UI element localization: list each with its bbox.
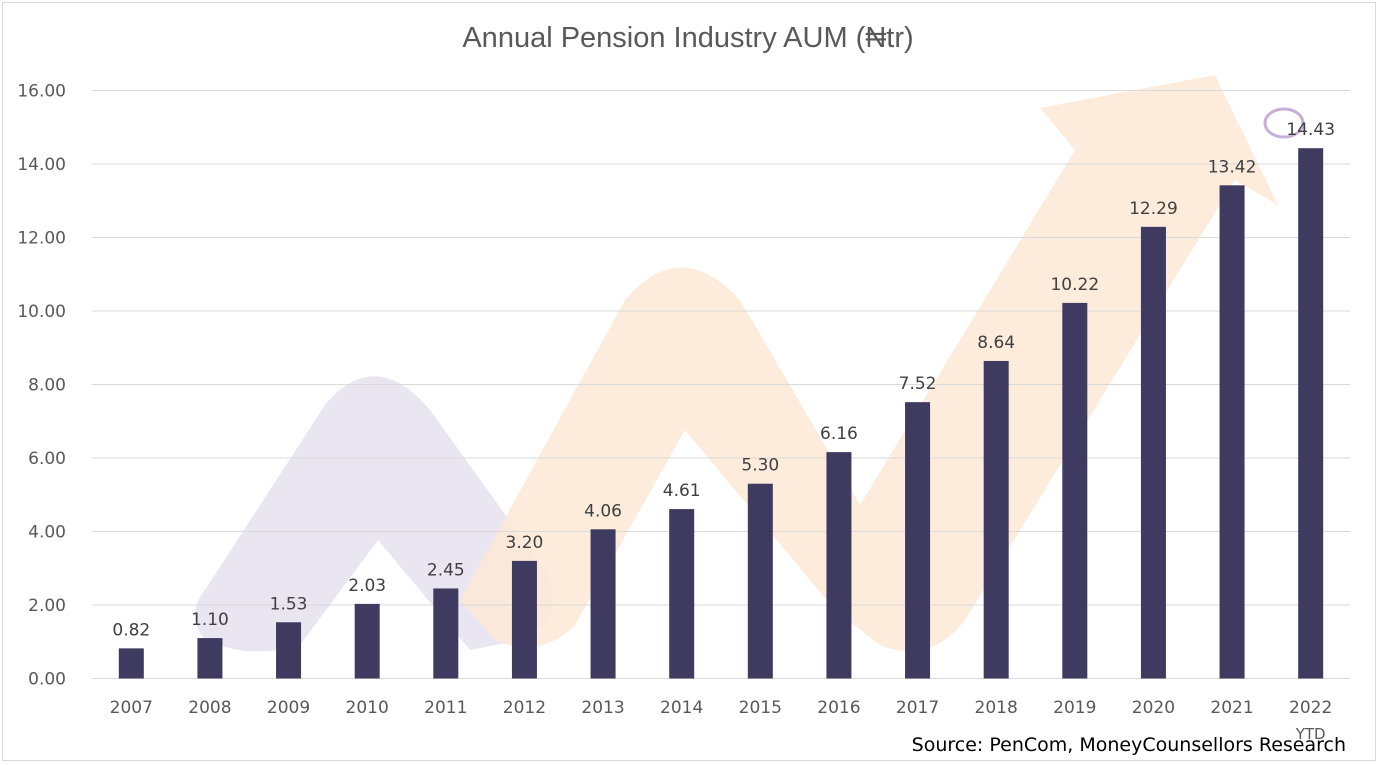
bar [1298,148,1324,679]
purple-arrow-shape [195,376,554,652]
bars [118,148,1324,679]
bar [983,360,1009,679]
data-label: 5.30 [741,456,779,476]
bar [905,402,931,679]
bar [747,483,773,679]
x-axis: 2007 2008 2009 2010 2011 2012 2013 2014 2015 2016… [110,698,1333,743]
x-tick-label: 2022 [1289,698,1332,718]
x-tick-label: 2011 [424,698,467,718]
data-label: 3.20 [506,533,544,553]
highlight-circle [1263,107,1305,139]
data-label: 4.06 [584,501,622,521]
x-tick-label: 2021 [1210,698,1253,718]
data-label: 7.52 [899,374,937,394]
data-label: 13.42 [1208,157,1257,177]
x-tick-label: 2014 [660,698,703,718]
y-tick-label: 6.00 [28,449,66,469]
x-tick-label: 2020 [1132,698,1175,718]
y-axis: 0.00 2.00 4.00 6.00 8.00 10.00 12.00 14.00 16.00 [17,82,66,690]
data-label: 2.03 [348,576,386,596]
bar [1140,226,1166,679]
data-label: 8.64 [977,333,1015,353]
data-label: 1.53 [270,594,308,614]
y-tick-label: 10.00 [17,302,66,322]
x-tick-label: 2007 [110,698,153,718]
x-tick-label: 2019 [1053,698,1096,718]
x-tick-label: 2009 [267,698,310,718]
data-label: 6.16 [820,424,858,444]
bar [590,529,616,679]
bar [1062,302,1088,679]
bar [118,648,144,679]
x-tick-label: 2012 [503,698,546,718]
data-labels: 0.82 1.10 1.53 2.03 2.45 3.20 4.06 4.61 5.30 6.16… [112,120,1335,640]
gridlines [92,90,1350,679]
y-tick-label: 12.00 [17,229,66,249]
data-label: 4.61 [663,481,701,501]
bar [354,603,380,679]
y-tick-label: 16.00 [17,82,66,102]
y-tick-label: 8.00 [28,376,66,396]
y-tick-label: 0.00 [28,670,66,690]
y-tick-label: 2.00 [28,596,66,616]
source-note: Source: PenCom, MoneyCounsellors Researc… [911,734,1346,756]
orange-arrow-shape [460,75,1278,652]
bar [669,509,695,679]
y-tick-label: 14.00 [17,155,66,175]
x-tick-sublabel: YTD [1295,725,1326,743]
x-tick-label: 2016 [817,698,860,718]
x-tick-label: 2017 [896,698,939,718]
data-label: 0.82 [112,620,150,640]
bar [433,588,459,679]
x-tick-label: 2015 [739,698,782,718]
y-tick-label: 4.00 [28,523,66,543]
data-label: 10.22 [1050,275,1099,295]
x-tick-label: 2010 [346,698,389,718]
x-tick-label: 2013 [581,698,624,718]
bar [1219,185,1245,679]
decorative-arrows [195,75,1305,652]
data-label: 2.45 [427,560,465,580]
bar [511,560,537,679]
chart-title: Annual Pension Industry AUM (₦tr) [462,22,914,54]
data-label: 1.10 [191,610,229,630]
bar [276,622,302,679]
data-label: 12.29 [1129,199,1178,219]
x-tick-label: 2018 [975,698,1018,718]
bar [197,638,223,679]
bar [826,452,852,679]
x-tick-label: 2008 [188,698,231,718]
data-label: 14.43 [1286,120,1335,140]
